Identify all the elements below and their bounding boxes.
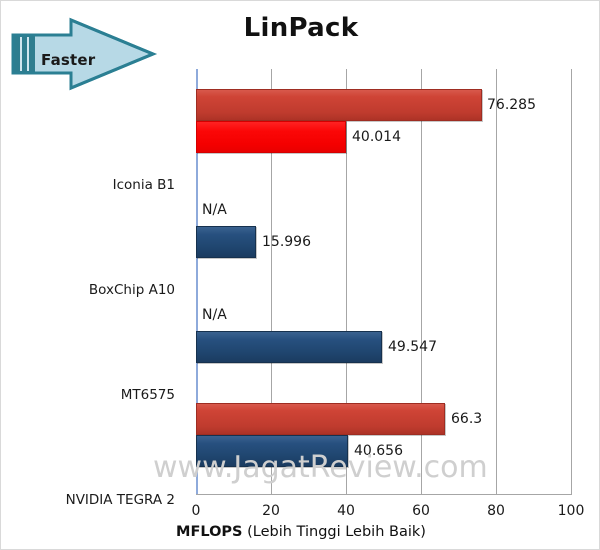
na-label-boxchip-a10: N/A <box>202 202 227 218</box>
tick-label-100: 100 <box>557 503 585 519</box>
category-label-nvidia-tegra-2: NVIDIA TEGRA 2 <box>65 492 175 508</box>
bar-boxchip-a10-series-2[interactable] <box>196 226 256 258</box>
tick-label-20: 20 <box>262 503 280 519</box>
category-label-mt6575: MT6575 <box>120 387 175 403</box>
tick-label-60: 60 <box>412 503 430 519</box>
plot-area: 76.285 40.014 N/A 15.996 N/A 49.547 66.3… <box>196 69 572 495</box>
bar-iconia-b1-series-1[interactable] <box>196 89 482 121</box>
bar-value-boxchip-a10-series-2: 15.996 <box>262 234 311 250</box>
value-axis-line <box>196 69 198 494</box>
tick-label-40: 40 <box>337 503 355 519</box>
bar-value-mt6575-series-2: 49.547 <box>388 339 437 355</box>
bar-nvidia-tegra-2-series-1[interactable] <box>196 403 445 435</box>
bar-value-iconia-b1-series-2: 40.014 <box>352 129 401 145</box>
gridline-40 <box>346 69 347 494</box>
gridline-60 <box>421 69 422 494</box>
category-label-iconia-b1: Iconia B1 <box>112 177 175 193</box>
gridline-20 <box>271 69 272 494</box>
category-axis-line <box>196 494 572 495</box>
bar-nvidia-tegra-2-series-2[interactable] <box>196 435 348 467</box>
gridline-80 <box>496 69 497 494</box>
bar-value-nvidia-tegra-2-series-2: 40.656 <box>354 443 403 459</box>
bar-mt6575-series-2[interactable] <box>196 331 382 363</box>
tick-label-80: 80 <box>487 503 505 519</box>
arrow-right-icon <box>11 17 157 91</box>
faster-label: Faster <box>41 51 96 69</box>
bar-iconia-b1-series-2[interactable] <box>196 121 346 153</box>
axis-title-bold: MFLOPS <box>176 524 243 540</box>
faster-arrow-callout: Faster <box>9 17 157 91</box>
gridline-100 <box>571 69 572 494</box>
chart-title: LinPack <box>243 13 359 43</box>
axis-title-rest: (Lebih Tinggi Lebih Baik) <box>242 524 426 540</box>
tick-label-0: 0 <box>191 503 201 519</box>
axis-title: MFLOPS (Lebih Tinggi Lebih Baik) <box>1 524 599 540</box>
category-label-boxchip-a10: BoxChip A10 <box>88 282 175 298</box>
bar-value-iconia-b1-series-1: 76.285 <box>487 97 536 113</box>
na-label-mt6575: N/A <box>202 307 227 323</box>
bar-value-nvidia-tegra-2-series-1: 66.3 <box>451 411 483 427</box>
